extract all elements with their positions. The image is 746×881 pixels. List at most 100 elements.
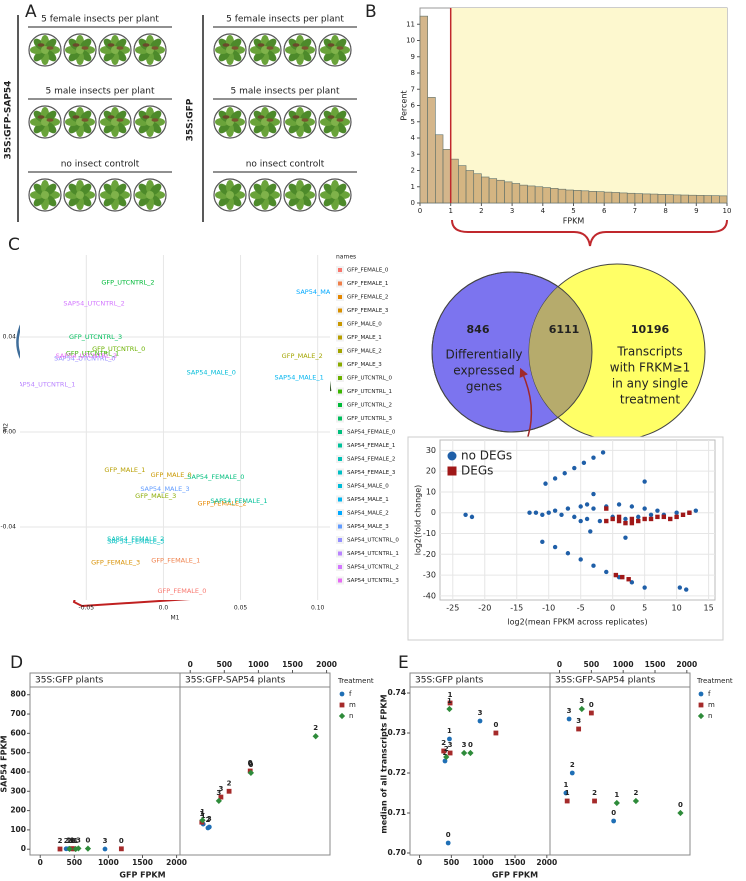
panel-letter: A	[25, 2, 37, 22]
point-label: 0	[119, 837, 124, 845]
point-label: GFP_MALE_2	[282, 352, 323, 360]
point	[591, 563, 596, 568]
bar	[703, 195, 712, 204]
legend-marker	[339, 691, 345, 697]
point-label: SAP54_FEMALE_0	[187, 473, 244, 481]
legend-swatch	[338, 551, 342, 556]
point	[623, 516, 628, 522]
legend-swatch	[338, 470, 342, 475]
point-label: 2	[227, 779, 232, 787]
legend-title: Treatment	[696, 677, 733, 685]
insect	[301, 46, 309, 50]
point	[604, 569, 609, 575]
y-tick-label: 5	[411, 118, 415, 126]
point	[312, 733, 319, 740]
insect	[222, 43, 230, 47]
point	[592, 798, 597, 804]
leaf-center	[76, 191, 84, 199]
legend-swatch	[338, 308, 342, 313]
x-tick-label: 0	[38, 858, 43, 867]
x-tick-label: 1000	[613, 660, 634, 669]
bar	[427, 97, 436, 204]
point-label: 1	[614, 791, 619, 799]
legend-label: SAP54_MALE_1	[347, 497, 389, 503]
point	[84, 845, 92, 852]
x-tick-label: 1500	[282, 660, 303, 669]
legend-label: GFP_UTCNTRL_3	[347, 416, 393, 422]
point	[613, 799, 620, 807]
y-tick-label: 0.72	[387, 768, 406, 777]
facet-title: 35S:GFP plants	[415, 676, 484, 686]
legend-swatch	[338, 403, 342, 407]
y-tick-label: 500	[10, 748, 26, 757]
y-axis-label: median of all transcripts FPKM	[380, 694, 389, 833]
row-label: 5 male insects per plant	[231, 87, 340, 97]
venn-label: in any single	[612, 377, 688, 391]
point	[565, 506, 571, 511]
x-tick-label: 0.10	[311, 605, 325, 612]
plant	[248, 105, 282, 139]
point	[680, 512, 686, 518]
plant	[283, 105, 317, 139]
legend-label: no DEGs	[461, 449, 512, 463]
x-axis-label: FPKM	[563, 217, 585, 226]
legend-swatch	[338, 281, 342, 286]
y-tick-label: 0.71	[387, 808, 406, 817]
point-label: 1	[448, 691, 453, 699]
legend-marker	[447, 451, 457, 461]
point	[642, 506, 647, 511]
point-label: 0	[86, 837, 91, 845]
point	[540, 539, 545, 545]
x-tick-label: 1500	[645, 660, 666, 669]
point-label: 3	[462, 741, 467, 749]
legend-swatch	[338, 511, 342, 515]
point	[642, 516, 647, 522]
y-tick-label: -20	[423, 550, 436, 559]
plant	[28, 178, 62, 212]
y-tick-label: 20	[426, 467, 436, 476]
legend-swatch	[338, 457, 342, 461]
point	[616, 518, 622, 524]
bar	[534, 186, 544, 204]
point-label: SAP54_FEMALE_3	[107, 537, 164, 545]
x-tick-label: 4	[541, 207, 546, 215]
point	[569, 770, 575, 776]
point-label: GFP_UTCNTRL_3	[69, 333, 122, 341]
bar	[450, 158, 459, 204]
x-tick-label: -15	[510, 604, 523, 613]
x-tick-label: 2000	[536, 858, 557, 867]
plant	[283, 33, 317, 67]
bar	[688, 194, 697, 204]
x-tick-label: 1000	[248, 660, 269, 669]
legend-label: GFP_FEMALE_3	[347, 308, 389, 314]
insect	[151, 46, 159, 50]
point	[655, 508, 660, 513]
point-label: 2	[633, 789, 638, 797]
bar	[719, 195, 728, 204]
y-tick-label: 2	[411, 167, 415, 175]
y-tick-label: 6	[411, 102, 416, 110]
legend-swatch	[338, 376, 342, 380]
bar	[603, 191, 613, 204]
point-label: SAP54_UTCNTRL_3	[56, 352, 117, 360]
venn-label: expressed	[453, 364, 514, 378]
venn-label: Transcripts	[616, 345, 682, 359]
point	[684, 587, 689, 592]
point	[565, 551, 571, 556]
legend-marker	[338, 712, 346, 720]
point	[443, 753, 450, 761]
x-tick-label: 8	[663, 207, 667, 215]
legend-label: GFP_MALE_0	[347, 322, 382, 328]
x-tick-label: -10	[542, 604, 555, 613]
point-label: 0	[446, 831, 451, 839]
plant	[63, 33, 97, 67]
leaf-center	[226, 191, 234, 199]
x-tick-label: -0.05	[79, 605, 95, 612]
point	[543, 481, 548, 486]
point-label: 1	[70, 837, 75, 845]
row-label: 5 female insects per plant	[41, 15, 159, 25]
panel-letter: D	[10, 653, 23, 673]
point-label: 0	[611, 809, 616, 817]
y-tick-label: 10	[406, 37, 415, 45]
point	[616, 502, 622, 507]
